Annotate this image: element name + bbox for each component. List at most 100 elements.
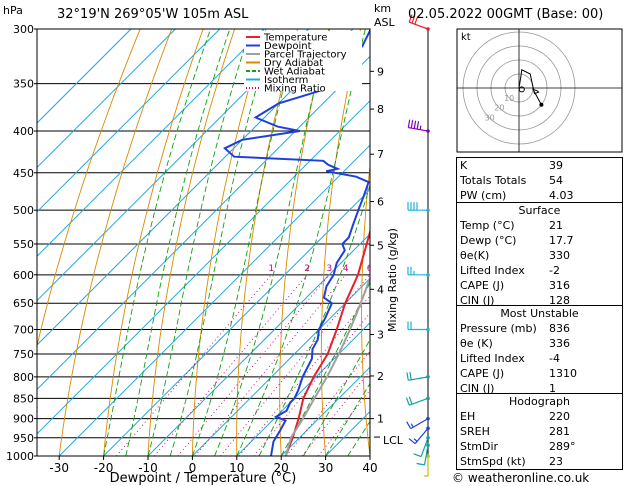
index-row: CIN (J) 1 <box>457 381 622 396</box>
pressure-tick-label: 600 <box>13 269 34 282</box>
wind-barb-staff <box>420 437 429 457</box>
index-row: Lifted Index -2 <box>457 263 622 278</box>
x-tick-label: 10 <box>229 461 244 475</box>
index-row: Lifted Index -4 <box>457 351 622 366</box>
isotherm-line <box>147 233 370 456</box>
hodograph-frame <box>456 28 623 153</box>
isotherm-line <box>280 366 370 456</box>
wind-barb-base <box>426 327 430 332</box>
index-row: Dewp (°C) 17.7 <box>457 233 622 248</box>
index-label: Lifted Index <box>460 264 525 277</box>
copyright-symbol: © <box>452 471 464 485</box>
index-label: Temp (°C) <box>460 219 515 232</box>
x-tick-label: 20 <box>274 461 289 475</box>
wind-barb <box>407 266 430 277</box>
mixing-ratio-label: 1 <box>268 264 274 274</box>
wind-barb-half-feather <box>419 125 422 130</box>
dewpoint-series-line <box>223 29 370 456</box>
wind-barb <box>408 14 430 31</box>
wind-barb <box>408 426 430 445</box>
index-label: CIN (J) <box>460 294 495 307</box>
index-row: Temp (°C) 21 <box>457 218 622 233</box>
km-tick-label: 8 <box>377 103 384 116</box>
pressure-tick-label: 1000 <box>6 450 34 463</box>
isotherm-line <box>37 29 309 302</box>
wind-barb <box>407 202 430 212</box>
index-label: StmDir <box>460 440 499 453</box>
wind-barb-feather <box>408 438 416 445</box>
index-label: PW (cm) <box>460 189 507 202</box>
isotherm-line <box>37 29 132 124</box>
hodograph-trace <box>518 69 542 106</box>
wet-adiabat-line <box>303 338 370 456</box>
index-value: 21 <box>549 219 563 232</box>
index-value: 281 <box>549 425 570 438</box>
isotherm-line <box>236 322 370 456</box>
index-label: EH <box>460 410 476 423</box>
wind-barb-feather <box>413 453 422 458</box>
hodograph-ring-label: 20 <box>494 104 504 113</box>
index-label: θe (K) <box>460 337 493 350</box>
legend-label: Dry Adiabat <box>264 58 323 69</box>
wind-barb-staff <box>410 418 429 430</box>
mixing-ratio-line <box>177 274 330 456</box>
index-row: EH 220 <box>457 409 622 424</box>
wind-barb-base <box>426 396 430 401</box>
legend-label: Mixing Ratio <box>264 84 326 95</box>
index-value: 1 <box>549 382 556 395</box>
isotherm-line <box>37 29 221 213</box>
index-row: SREH 281 <box>457 424 622 439</box>
dry-adiabat-line <box>37 29 141 348</box>
wind-barb-feather <box>416 462 425 466</box>
hodograph-unit-label: kt <box>461 32 471 43</box>
wind-barb <box>406 371 430 381</box>
site-link[interactable]: weatheronline.co.uk <box>467 471 590 485</box>
index-label: CAPE (J) <box>460 279 505 292</box>
wind-barb-base <box>426 27 430 31</box>
pressure-tick-label: 800 <box>13 371 34 384</box>
wind-barb-base <box>426 375 430 379</box>
hodograph-end-point <box>539 102 544 107</box>
km-tick-label: 9 <box>377 65 384 78</box>
chart-grid <box>37 29 424 456</box>
dry-adiabat-line <box>147 29 236 456</box>
chart-series: 12346810162025 <box>223 29 453 456</box>
index-row: CIN (J) 128 <box>457 293 622 308</box>
pressure-tick-label: 750 <box>13 348 34 361</box>
mixing-ratio-line <box>153 274 308 456</box>
index-row: PW (cm) 4.03 <box>457 188 622 203</box>
wet-adiabat-line <box>214 29 331 456</box>
index-value: 330 <box>549 249 570 262</box>
index-row: CAPE (J) 316 <box>457 278 622 293</box>
temperature-series-line <box>284 228 370 456</box>
dry-adiabat-line <box>401 29 424 456</box>
wind-barb-feather <box>416 121 420 130</box>
wind-barb-feather <box>408 396 413 405</box>
km-tick-label: 6 <box>377 196 384 209</box>
wind-barbs <box>405 14 430 477</box>
wind-barb-feather <box>410 120 414 129</box>
wind-barb-base <box>426 436 430 440</box>
mixing-ratio-label: 3 <box>327 264 333 274</box>
surface-panel: Surface Temp (°C) 21 Dewp (°C) 17.7 θe(K) 330… <box>456 202 623 309</box>
wet-adiabat-line <box>191 29 300 456</box>
mixing-ratio-line <box>253 312 370 456</box>
wind-barb-feather <box>407 119 411 128</box>
mixing-ratio-label: 20 <box>441 264 453 274</box>
wind-barb-feather <box>411 15 416 24</box>
pressure-tick-label: 900 <box>13 413 34 426</box>
index-row: StmDir 289° <box>457 439 622 454</box>
pressure-tick-label: 850 <box>13 392 34 405</box>
dry-adiabat-line <box>58 29 173 456</box>
chart-axes: 3003504004505005506006507007508008509009… <box>6 23 384 475</box>
wet-adiabat-line <box>169 29 274 456</box>
index-value: 220 <box>549 410 570 423</box>
plot-frame <box>36 28 371 457</box>
mixing-ratio-axis-label: Mixing Ratio (g/kg) <box>386 228 399 332</box>
wet-adiabat-line <box>103 29 212 456</box>
wind-barb-staff <box>423 445 429 465</box>
footer: © weatheronline.co.uk <box>452 471 589 485</box>
index-label: SREH <box>460 425 490 438</box>
